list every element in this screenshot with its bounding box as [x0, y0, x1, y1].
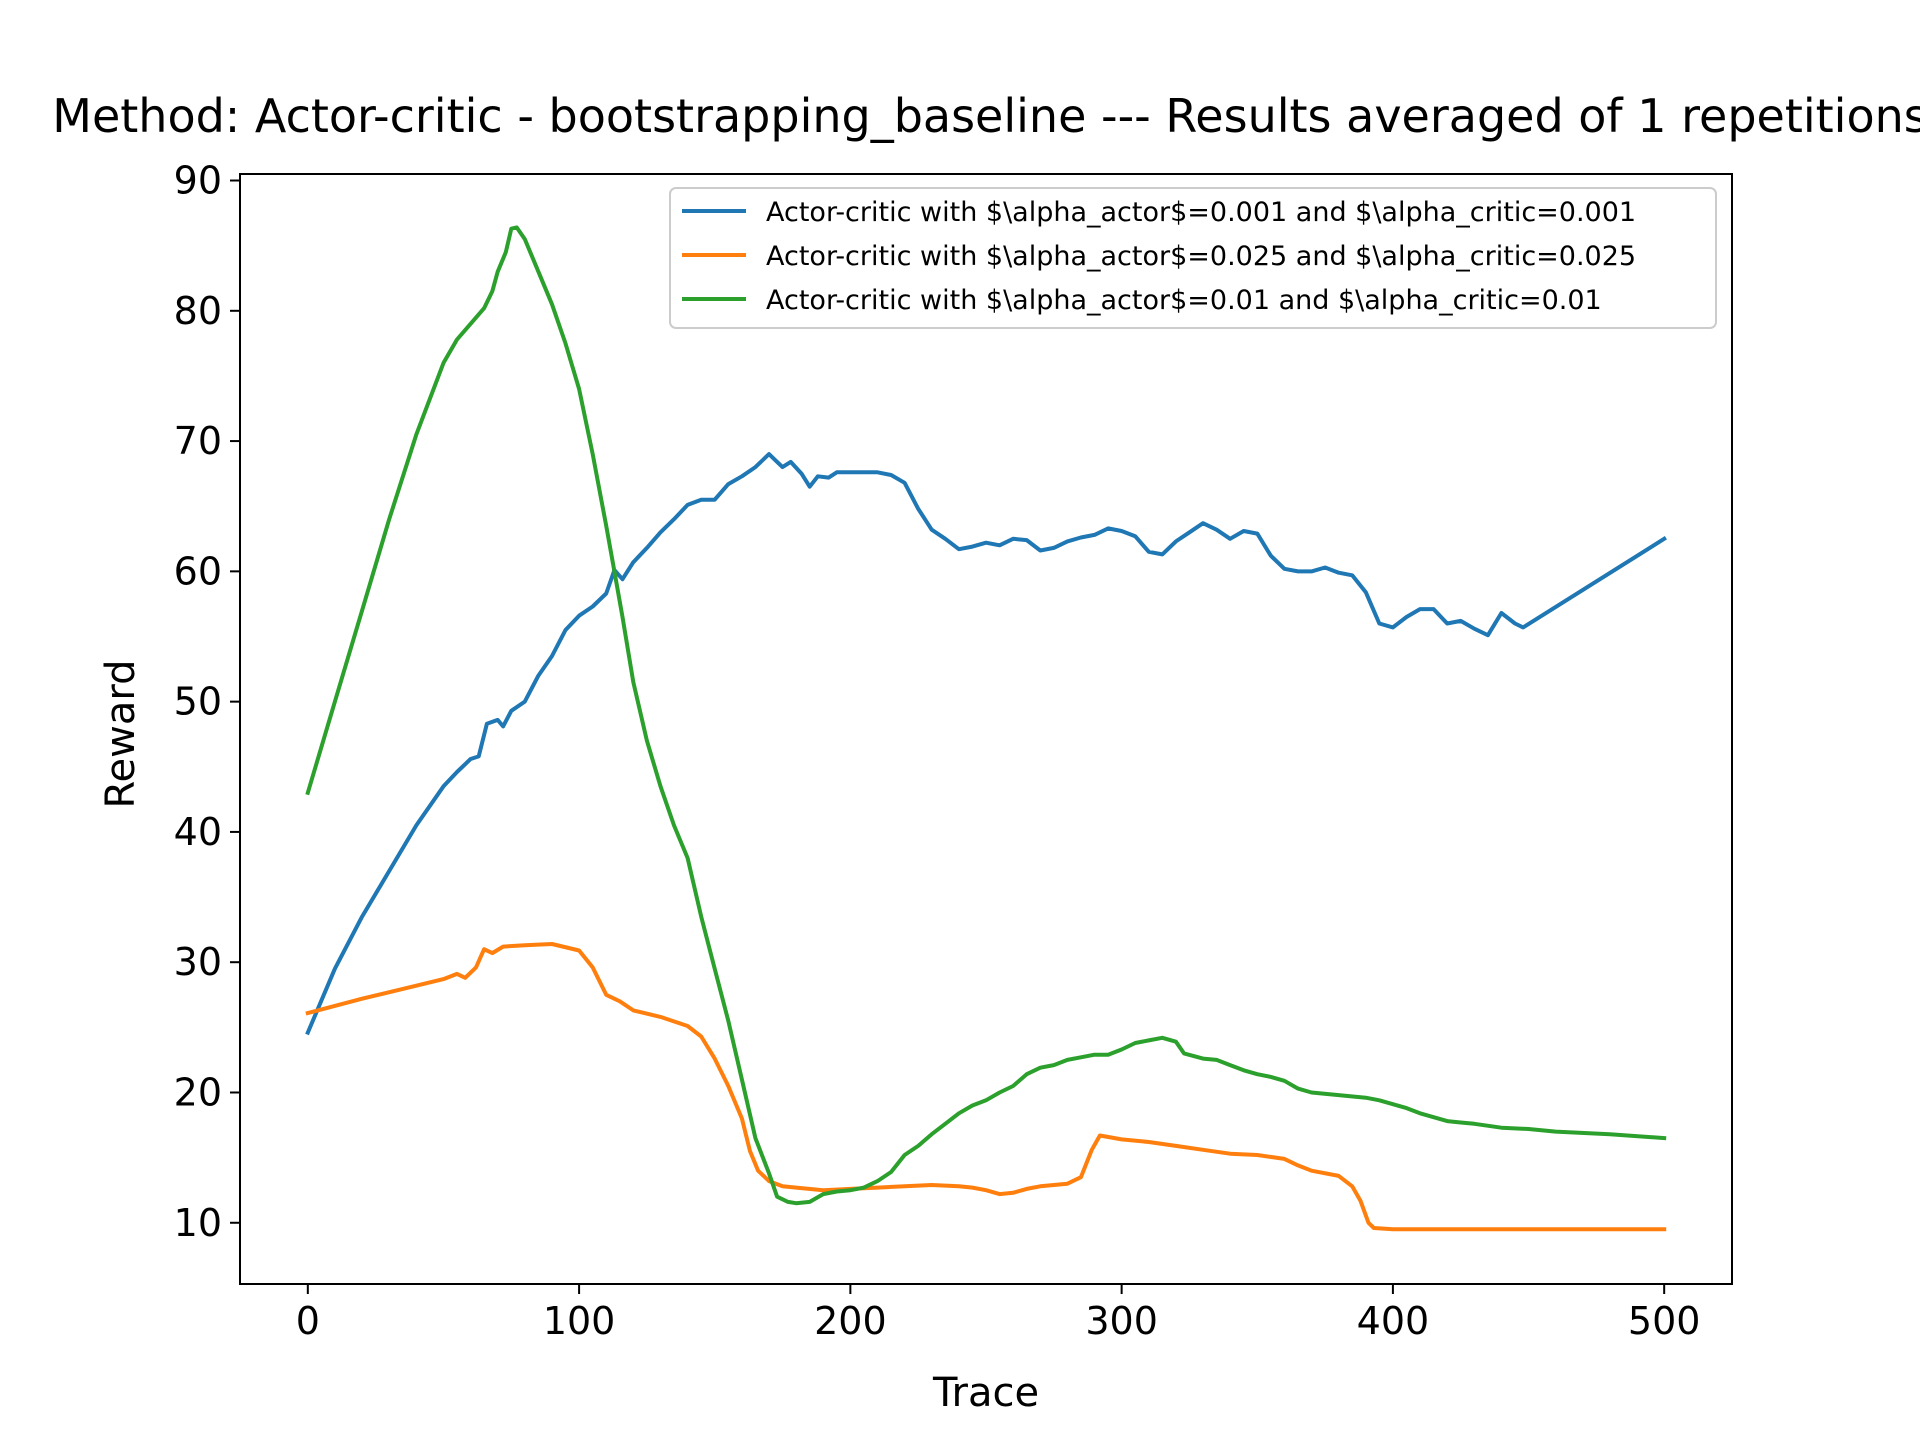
y-tick-label: 30 — [174, 940, 222, 984]
y-tick-label: 80 — [174, 289, 222, 333]
x-tick-label: 100 — [543, 1299, 616, 1343]
x-tick-label: 200 — [814, 1299, 887, 1343]
y-axis-label: Reward — [98, 660, 144, 809]
legend: Actor-critic with $\alpha_actor$=0.001 a… — [669, 187, 1717, 329]
y-tick-label: 40 — [174, 810, 222, 854]
series-line-3 — [305, 225, 1667, 1206]
series-line-2 — [305, 942, 1667, 1232]
chart-title: Method: Actor-critic - bootstrapping_bas… — [52, 89, 1920, 143]
x-axis: 0 100 200 300 400 500 — [296, 1284, 1701, 1343]
y-tick-label: 10 — [174, 1201, 222, 1245]
x-axis-label: Trace — [932, 1370, 1039, 1416]
x-tick-label: 0 — [296, 1299, 320, 1343]
plot-lines — [305, 225, 1667, 1232]
y-tick-label: 70 — [174, 419, 222, 463]
y-tick-label: 50 — [174, 680, 222, 724]
x-tick-label: 400 — [1357, 1299, 1430, 1343]
y-axis: 10 20 30 40 50 60 70 80 90 — [174, 159, 240, 1245]
legend-label-3: Actor-critic with $\alpha_actor$=0.01 an… — [766, 285, 1602, 316]
legend-label-1: Actor-critic with $\alpha_actor$=0.001 a… — [766, 197, 1636, 228]
legend-box — [669, 187, 1717, 329]
y-tick-label: 90 — [174, 159, 222, 203]
x-tick-label: 300 — [1085, 1299, 1158, 1343]
plot-frame — [239, 173, 1733, 1285]
legend-label-2: Actor-critic with $\alpha_actor$=0.025 a… — [766, 241, 1636, 272]
y-tick-label: 60 — [174, 549, 222, 593]
x-tick-label: 500 — [1628, 1299, 1701, 1343]
series-line-1 — [305, 452, 1667, 1036]
y-tick-label: 20 — [174, 1070, 222, 1114]
